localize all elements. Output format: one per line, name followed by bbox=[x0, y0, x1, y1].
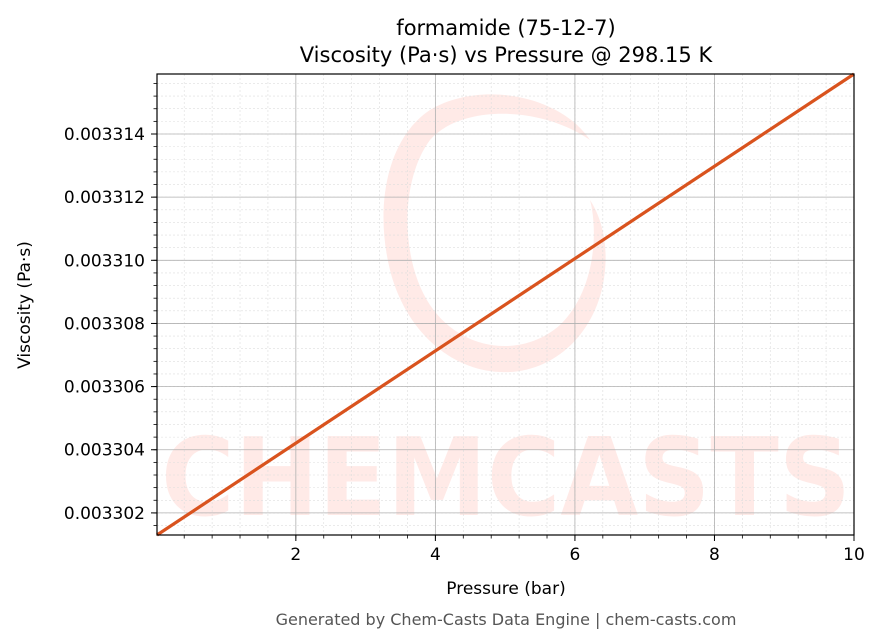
y-tick-label: 0.003314 bbox=[64, 125, 145, 145]
x-tick-labels: 2 4 6 8 10 bbox=[290, 545, 864, 565]
y-tick-label: 0.003312 bbox=[64, 188, 145, 208]
x-tick-label: 8 bbox=[709, 545, 720, 565]
series-line bbox=[156, 72, 855, 537]
axis-ticks bbox=[151, 83, 855, 541]
major-grid bbox=[157, 74, 855, 535]
y-tick-label: 0.003310 bbox=[64, 251, 145, 271]
watermark-text: CHEMCASTS bbox=[161, 416, 851, 541]
x-tick-label: 6 bbox=[570, 545, 581, 565]
chart-subtitle: Viscosity (Pa·s) vs Pressure @ 298.15 K bbox=[300, 43, 714, 67]
y-tick-label: 0.003304 bbox=[64, 441, 145, 461]
y-axis-label: Viscosity (Pa·s) bbox=[15, 241, 35, 369]
chart-title: formamide (75-12-7) bbox=[396, 16, 615, 40]
y-tick-label: 0.003306 bbox=[64, 378, 145, 398]
y-tick-labels: 0.003302 0.003304 0.003306 0.003308 0.003310… bbox=[64, 125, 145, 524]
y-tick-label: 0.003302 bbox=[64, 504, 145, 524]
plot-frame bbox=[156, 73, 855, 536]
x-tick-label: 4 bbox=[430, 545, 441, 565]
x-tick-label: 2 bbox=[290, 545, 301, 565]
footer-text: Generated by Chem-Casts Data Engine | ch… bbox=[276, 610, 737, 629]
series-layer bbox=[156, 72, 855, 537]
x-axis-label: Pressure (bar) bbox=[446, 579, 565, 599]
x-tick-label: 10 bbox=[843, 545, 865, 565]
y-tick-label: 0.003308 bbox=[64, 314, 145, 334]
